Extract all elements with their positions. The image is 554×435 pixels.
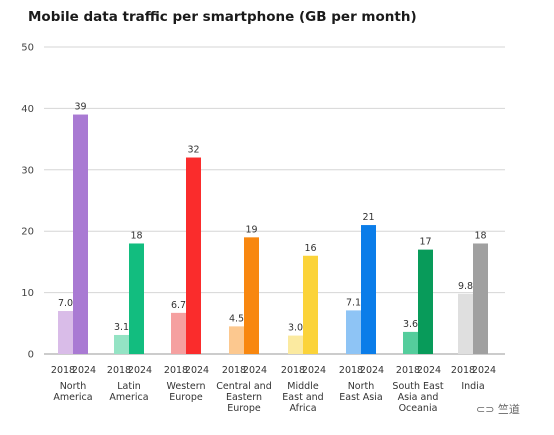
y-tick-label: 50 [21, 43, 34, 54]
x-subcategory-label: 2024 [360, 365, 384, 376]
x-category-label: India [461, 381, 484, 392]
bar-2024 [361, 225, 376, 354]
x-category-label: America [53, 392, 92, 403]
x-category-label: Middle [287, 381, 319, 392]
x-category-label: Central and [216, 381, 271, 392]
bar-2024 [303, 255, 318, 354]
data-label: 4.5 [229, 313, 244, 324]
x-category-label: East Asia [339, 392, 382, 403]
bar-2024 [244, 237, 259, 354]
y-tick-label: 30 [21, 165, 34, 176]
bar-2024 [129, 243, 144, 354]
x-subcategory-label: 2024 [417, 365, 441, 376]
data-label: 3.1 [114, 322, 129, 333]
data-label: 21 [362, 212, 374, 223]
x-category-label: Europe [227, 403, 261, 414]
bar-2018 [458, 293, 473, 354]
data-label: 3.6 [403, 319, 418, 330]
x-subcategory-label: 2024 [472, 365, 496, 376]
data-label: 39 [74, 102, 86, 113]
bar-2018 [229, 326, 244, 354]
y-tick-label: 10 [21, 288, 34, 299]
x-subcategory-label: 2024 [72, 365, 96, 376]
data-label: 18 [130, 230, 142, 241]
bar-2024 [186, 157, 201, 354]
bar-2018 [114, 334, 129, 354]
y-tick-label: 0 [28, 350, 34, 361]
x-category-label: America [109, 392, 148, 403]
watermark: ⊂⊃ 竺道 [476, 403, 520, 416]
x-category-label: North [348, 381, 375, 392]
data-label: 32 [187, 145, 199, 156]
bar-2018 [58, 311, 73, 354]
bar-2024 [73, 114, 88, 354]
x-category-label: Eastern [226, 392, 262, 403]
data-label: 19 [245, 224, 257, 235]
x-category-label: Africa [289, 403, 316, 414]
x-category-label: Latin [117, 381, 141, 392]
bar-2024 [473, 243, 488, 354]
y-tick-label: 40 [21, 104, 34, 115]
chart-title: Mobile data traffic per smartphone (GB p… [28, 9, 417, 25]
x-category-label: Asia and [398, 392, 439, 403]
x-category-label: Europe [169, 392, 203, 403]
x-subcategory-label: 2018 [51, 365, 75, 376]
bar-2018 [346, 310, 361, 354]
data-label: 7.1 [346, 297, 361, 308]
x-subcategory-label: 2024 [185, 365, 209, 376]
x-subcategory-label: 2018 [281, 365, 305, 376]
x-subcategory-label: 2024 [128, 365, 152, 376]
bar-2018 [288, 335, 303, 354]
x-subcategory-label: 2018 [451, 365, 475, 376]
data-label: 9.8 [458, 281, 473, 292]
x-category-label: East and [282, 392, 323, 403]
x-subcategory-label: 2018 [164, 365, 188, 376]
x-subcategory-label: 2024 [302, 365, 326, 376]
x-category-label: Oceania [399, 403, 438, 414]
data-label: 16 [304, 243, 316, 254]
x-category-label: North [60, 381, 87, 392]
x-category-label: Western [167, 381, 206, 392]
y-tick-label: 20 [21, 227, 34, 238]
data-label: 18 [474, 230, 486, 241]
bar-2024 [418, 249, 433, 354]
bar-2018 [403, 331, 418, 354]
data-label: 17 [419, 237, 431, 248]
x-subcategory-label: 2018 [339, 365, 363, 376]
x-subcategory-label: 2018 [222, 365, 246, 376]
data-label: 6.7 [171, 300, 186, 311]
x-category-label: South East [392, 381, 443, 392]
x-subcategory-label: 2018 [107, 365, 131, 376]
x-subcategory-label: 2018 [396, 365, 420, 376]
data-label: 7.0 [58, 298, 73, 309]
bar-2018 [171, 312, 186, 354]
data-label: 3.0 [288, 323, 303, 334]
x-subcategory-label: 2024 [243, 365, 267, 376]
